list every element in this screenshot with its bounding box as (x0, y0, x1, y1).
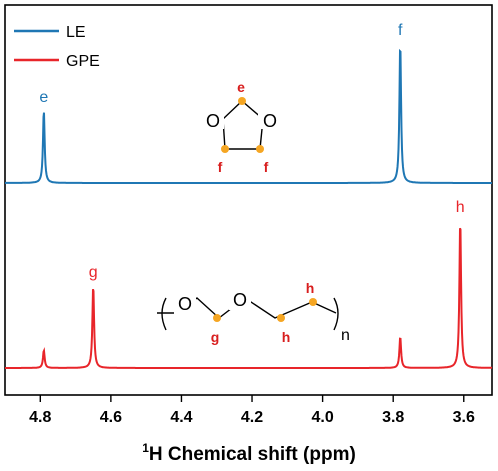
ring-bonds (222, 100, 264, 150)
oxygen-label-1: O (178, 294, 192, 314)
molecule-top-dioxolane: O O e f f (202, 79, 280, 175)
o-mask-2 (229, 288, 251, 310)
position-dot-h-upper (309, 298, 317, 306)
position-dot-f-right (256, 145, 264, 153)
series-line-gpe (5, 227, 493, 369)
peak-label-h: h (456, 199, 465, 216)
position-dot-e (238, 97, 246, 105)
legend: LE GPE (14, 24, 100, 70)
atom-label-g: g (211, 329, 220, 345)
x-tick-label: 3.6 (453, 409, 475, 426)
molecule-bottom-polymer: O O g h h n (157, 280, 350, 345)
peak-label-g: g (89, 264, 98, 281)
plot-frame (4, 4, 493, 396)
legend-label-le: LE (66, 24, 86, 41)
o-mask-right (258, 109, 280, 129)
position-dot-g (213, 314, 221, 322)
x-axis-ticks (39, 395, 465, 402)
peak-labels: e f g h (39, 22, 464, 281)
bracket-right (333, 297, 339, 331)
x-axis-tick-labels: 4.8 4.6 4.4 4.2 4.0 3.8 3.6 (29, 409, 475, 426)
peak-label-e: e (39, 89, 48, 106)
repeat-subscript-n: n (341, 327, 350, 344)
legend-label-gpe: GPE (66, 53, 100, 70)
position-dot-h-lower (277, 314, 285, 322)
x-tick-label: 4.4 (170, 409, 192, 426)
atom-label-h-lower: h (282, 329, 291, 345)
x-tick-label: 4.6 (100, 409, 122, 426)
position-dot-f-left (221, 145, 229, 153)
atom-label-h-upper: h (306, 280, 315, 296)
oxygen-label-left: O (206, 111, 220, 131)
o-mask-1 (174, 292, 196, 314)
peak-label-f: f (398, 22, 403, 39)
atom-label-e: e (237, 79, 245, 95)
x-tick-label: 4.8 (29, 409, 51, 426)
series-line-le (5, 48, 492, 184)
x-axis-label: 1H Chemical shift (ppm) (142, 441, 356, 465)
oxygen-label-2: O (233, 290, 247, 310)
oxygen-label-right: O (263, 111, 277, 131)
x-axis-label-main: H Chemical shift (ppm) (149, 444, 356, 465)
x-tick-label: 4.2 (241, 409, 263, 426)
o-mask-left (202, 109, 224, 129)
atom-label-f-left: f (218, 159, 223, 175)
x-tick-label: 4.0 (311, 409, 333, 426)
x-axis-label-superscript: 1 (142, 441, 149, 455)
x-tick-label: 3.8 (382, 409, 404, 426)
atom-label-f-right: f (264, 159, 269, 175)
bracket-left (161, 297, 167, 331)
